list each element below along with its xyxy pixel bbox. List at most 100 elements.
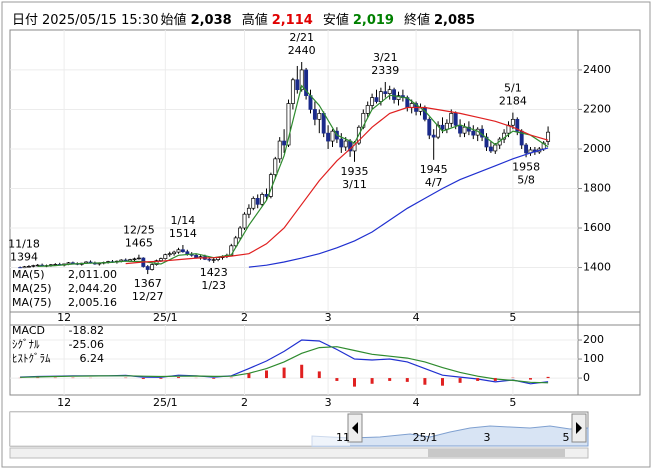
histogram-bar [458, 378, 462, 383]
annotation-date: 11/18 [8, 238, 40, 251]
histogram-bar [212, 378, 216, 379]
candle-body [132, 258, 137, 260]
header-label: 安値 [322, 13, 349, 28]
candle-body [427, 118, 432, 136]
candle-body [326, 132, 331, 142]
annotation-value: 1935 [340, 165, 368, 178]
candle-body [277, 140, 282, 160]
navigator-label: 25/1 [413, 431, 438, 444]
candle-body [440, 124, 445, 130]
candle-body [431, 134, 436, 138]
annotation-date: 2/21 [289, 31, 314, 44]
histogram-bar [141, 378, 145, 380]
histogram-bar [335, 378, 339, 381]
ma-line [248, 147, 549, 268]
candle-body [396, 95, 401, 100]
annotation-value: 1514 [169, 227, 197, 240]
histogram-bar [405, 378, 409, 382]
candle-body [409, 103, 414, 108]
legend-name: ﾋｽﾄｸﾞﾗﾑ [12, 352, 51, 365]
histogram-bar [388, 378, 392, 381]
candle-body [453, 113, 458, 126]
legend-value: 6.24 [80, 352, 105, 365]
candle-body [471, 130, 476, 136]
annotation-value: 1423 [200, 266, 228, 279]
candle-body [392, 89, 397, 100]
candle-body [462, 126, 467, 134]
x-tick-label: 2 [241, 396, 248, 409]
legend-box [11, 268, 119, 311]
legend-name: MA(25) [12, 282, 52, 295]
legend-value: 2,005.16 [68, 296, 117, 309]
candle-body [273, 158, 278, 176]
header-label: 日付 [12, 13, 39, 28]
header-label: 高値 [241, 13, 268, 28]
candle-body [317, 113, 322, 120]
annotation-date: 12/27 [132, 290, 164, 303]
x-tick-label: 12 [57, 396, 71, 409]
histogram-bar [317, 371, 321, 379]
candle-body [185, 251, 190, 255]
annotation-date: 4/7 [425, 176, 443, 189]
y-tick-label: 1800 [583, 181, 611, 194]
histogram-bar [370, 378, 374, 384]
legend-name: MA(75) [12, 296, 52, 309]
scrollbar-thumb[interactable] [428, 449, 565, 457]
candle-body [286, 103, 291, 146]
candle-body [374, 97, 379, 102]
legend-name: MA(5) [12, 268, 45, 281]
histogram-bar [476, 378, 480, 381]
legend-value: -25.06 [69, 338, 104, 351]
x-tick-label: 5 [509, 396, 516, 409]
candle-body [207, 258, 212, 261]
candle-body [136, 257, 141, 260]
annotation-date: 3/11 [342, 178, 367, 191]
x-tick-label: 5 [509, 311, 516, 324]
annotation-value: 1945 [420, 163, 448, 176]
candle-body [299, 69, 304, 91]
candle-body [546, 131, 551, 142]
indicator-line [20, 346, 549, 384]
histogram-bar [423, 378, 427, 385]
candle-body [176, 249, 181, 253]
candle-body [167, 253, 172, 256]
candle-body [150, 264, 155, 270]
legend-value: -18.82 [69, 324, 104, 337]
scrollbar[interactable] [9, 447, 589, 459]
candle-body [282, 140, 287, 146]
annotation-value: 1394 [10, 251, 38, 264]
candle-body [515, 118, 520, 132]
histogram-bar [247, 373, 251, 379]
navigator-label: 3 [484, 431, 491, 444]
candle-body [321, 113, 326, 134]
candle-body [378, 91, 383, 102]
annotation-date: 5/1 [504, 82, 522, 95]
candle-body [339, 138, 344, 148]
x-tick-label: 3 [325, 311, 332, 324]
y-tick-label: 100 [583, 352, 604, 365]
panel-frame [9, 29, 641, 396]
candle-body [172, 251, 177, 255]
candle-body [343, 140, 348, 148]
candle-body [330, 130, 335, 142]
handle-arrow [352, 422, 358, 434]
candle-body [158, 258, 163, 261]
candle-body [524, 144, 529, 154]
candle-body [255, 198, 260, 205]
candle-body [370, 97, 375, 106]
candle-body [211, 259, 216, 261]
y-tick-label: 1400 [583, 261, 611, 274]
handle-arrow [576, 422, 582, 434]
legend-value: 2,044.20 [68, 282, 117, 295]
candle-body [194, 254, 199, 259]
histogram-bar [493, 378, 497, 381]
candle-body [304, 69, 309, 96]
y-tick-label: 2400 [583, 63, 611, 76]
candle-body [449, 113, 454, 124]
histogram-bar [546, 376, 550, 379]
ma-line [37, 84, 549, 267]
ma-line [125, 106, 549, 265]
